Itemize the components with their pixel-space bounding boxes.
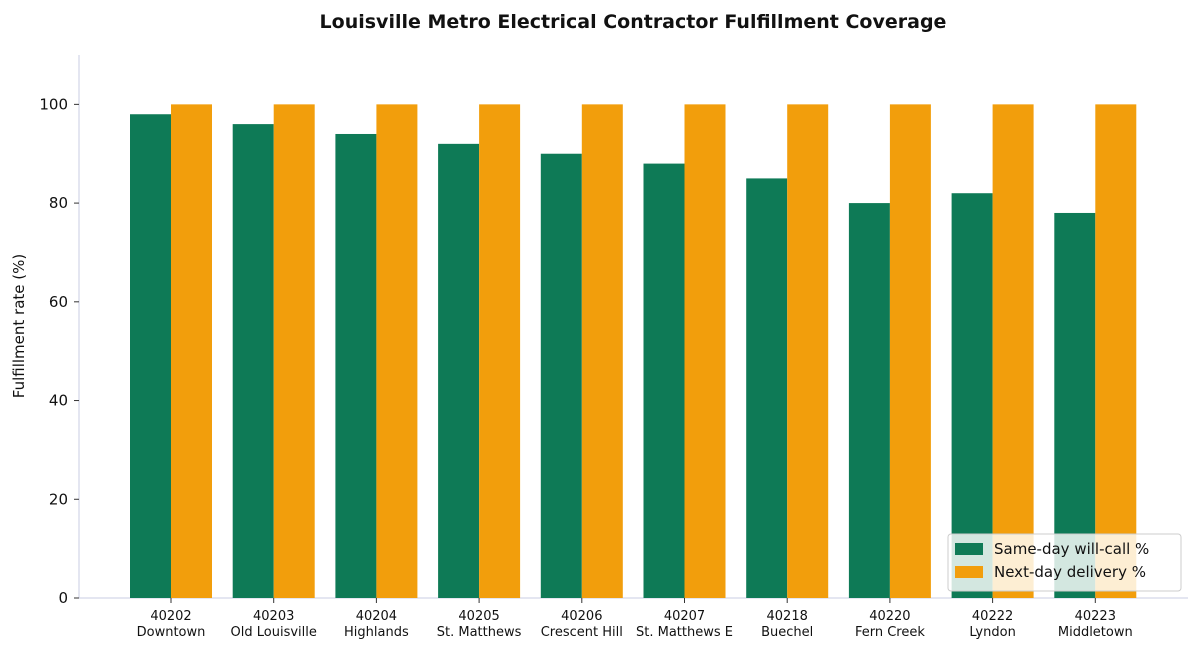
y-axis-label: Fulfillment rate (%) — [10, 254, 28, 398]
bar-same-day — [643, 163, 685, 598]
legend-swatch — [955, 566, 983, 578]
x-tick-label: 40218 Buechel — [761, 609, 813, 640]
bar-same-day — [130, 114, 171, 599]
bar-next-day — [171, 104, 212, 599]
x-tick-label: 40207 St. Matthews E — [636, 609, 733, 640]
bar-next-day — [581, 104, 623, 599]
x-tick-label: 40222 Lyndon — [969, 609, 1015, 640]
chart-title: Louisville Metro Electrical Contractor F… — [320, 11, 947, 33]
y-tick-label: 40 — [49, 392, 68, 410]
bar-next-day — [479, 104, 521, 599]
legend-label[interactable]: Same-day will-call % — [994, 540, 1149, 558]
x-tick-label: 40220 Fern Creek — [855, 609, 925, 640]
bar-next-day — [787, 104, 829, 599]
bars — [130, 104, 1137, 599]
bar-next-day — [992, 104, 1034, 599]
y-tick-labels: 0 20 40 60 80 100 — [39, 95, 79, 607]
x-tick-label: 40203 Old Louisville — [231, 609, 317, 640]
x-tick-label: 40206 Crescent Hill — [541, 609, 623, 640]
x-tick-label: 40202 Downtown — [137, 609, 206, 640]
bar-same-day — [746, 178, 788, 598]
legend-swatch — [955, 543, 983, 555]
bar-next-day — [684, 104, 726, 599]
x-tick-labels: 40202 Downtown 40203 Old Louisville 40204 Hig… — [137, 598, 1133, 640]
bar-next-day — [376, 104, 418, 599]
y-tick-label: 20 — [49, 490, 68, 508]
bar-same-day — [232, 124, 274, 599]
x-tick-label: 40223 Middletown — [1058, 609, 1133, 640]
y-tick-label: 60 — [49, 293, 68, 311]
x-tick-label: 40204 Highlands — [344, 609, 409, 640]
legend[interactable]: Same-day will-call % Next-day delivery % — [947, 533, 1182, 592]
y-tick-label: 80 — [49, 194, 68, 212]
legend-box — [947, 533, 1182, 592]
bar-same-day — [335, 133, 377, 599]
bar-next-day — [1095, 104, 1137, 599]
bar-same-day — [951, 193, 993, 598]
bar-next-day — [889, 104, 931, 599]
bar-same-day — [540, 153, 582, 599]
x-tick-label: 40205 St. Matthews — [437, 609, 522, 640]
y-tick-label: 0 — [58, 589, 68, 607]
bar-same-day — [438, 143, 480, 598]
bar-same-day — [848, 203, 890, 598]
legend-label[interactable]: Next-day delivery % — [994, 563, 1146, 581]
bar-next-day — [273, 104, 315, 599]
y-tick-label: 100 — [39, 95, 68, 113]
